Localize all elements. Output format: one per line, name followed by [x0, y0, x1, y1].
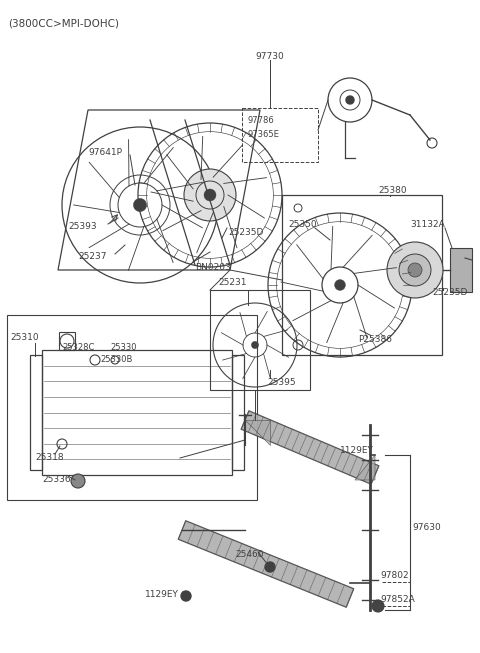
Polygon shape [178, 520, 354, 607]
Text: 25237: 25237 [78, 252, 107, 261]
Circle shape [133, 199, 146, 212]
Circle shape [181, 591, 191, 601]
Text: 25336: 25336 [42, 475, 71, 484]
Text: 97730: 97730 [256, 52, 284, 61]
Text: (3800CC>MPI-DOHC): (3800CC>MPI-DOHC) [8, 18, 119, 28]
Circle shape [335, 279, 346, 291]
Circle shape [265, 562, 275, 572]
Polygon shape [245, 420, 270, 445]
Bar [7, 315, 257, 500]
Text: P25386: P25386 [358, 335, 392, 344]
Text: 25235D: 25235D [432, 288, 468, 297]
Text: 25350: 25350 [288, 220, 317, 229]
Circle shape [184, 169, 236, 221]
Text: 97786: 97786 [248, 116, 275, 125]
Text: 25235D: 25235D [228, 228, 264, 237]
Bar [450, 248, 472, 292]
Circle shape [204, 189, 216, 200]
Text: 97852A: 97852A [380, 596, 415, 605]
Text: 25330: 25330 [110, 343, 136, 352]
Text: BN0203: BN0203 [195, 263, 231, 272]
Text: 25395: 25395 [267, 378, 296, 387]
Text: 25380: 25380 [378, 186, 407, 195]
Text: 25330B: 25330B [100, 355, 132, 364]
Text: 25460: 25460 [235, 550, 264, 559]
Polygon shape [241, 411, 379, 485]
Bar [30, 355, 42, 470]
Circle shape [204, 189, 216, 201]
Bar [232, 355, 244, 470]
Circle shape [346, 96, 354, 104]
Bar [282, 195, 442, 355]
Circle shape [399, 254, 431, 286]
Text: 97802: 97802 [380, 571, 408, 581]
Text: 25393: 25393 [68, 222, 96, 231]
Text: 25328C: 25328C [62, 343, 95, 352]
Text: 97641P: 97641P [88, 148, 122, 157]
Text: 1129EY: 1129EY [340, 446, 374, 455]
Text: 25318: 25318 [35, 453, 64, 462]
Text: 1129EY: 1129EY [145, 590, 179, 599]
Bar [210, 290, 310, 390]
Bar [59, 332, 75, 350]
Text: 25231: 25231 [218, 278, 247, 287]
Circle shape [252, 342, 259, 349]
Polygon shape [355, 455, 375, 480]
Circle shape [372, 600, 384, 612]
Text: 25310: 25310 [10, 333, 38, 342]
Circle shape [387, 242, 443, 298]
Text: 31132A: 31132A [410, 220, 445, 229]
Text: 97630: 97630 [412, 524, 441, 532]
Text: 97365E: 97365E [248, 130, 280, 139]
Circle shape [408, 263, 422, 277]
Bar [42, 350, 232, 475]
Circle shape [71, 474, 85, 488]
